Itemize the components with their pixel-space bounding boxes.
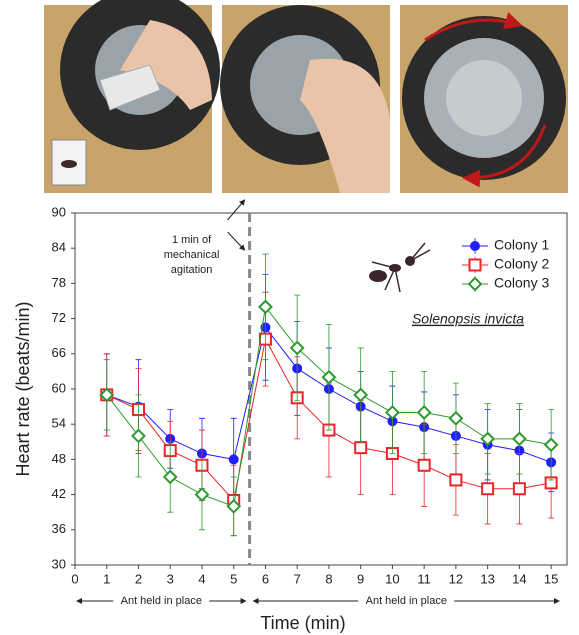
x-tick-label: 4 — [198, 571, 205, 586]
point — [386, 406, 398, 418]
y-tick-label: 90 — [52, 204, 66, 219]
y-tick-label: 42 — [52, 486, 66, 501]
x-tick-label: 7 — [294, 571, 301, 586]
y-tick-label: 36 — [52, 521, 66, 536]
annotation: Ant held in place — [121, 595, 202, 607]
x-tick-label: 3 — [167, 571, 174, 586]
x-tick-label: 10 — [385, 571, 399, 586]
point — [196, 489, 208, 501]
x-tick-label: 5 — [230, 571, 237, 586]
figure: Heart rate (beats/min) Time (min) 303642… — [0, 0, 579, 635]
legend-marker — [470, 260, 481, 271]
x-tick-label: 11 — [417, 571, 431, 586]
legend-label: Colony 2 — [494, 256, 549, 272]
point — [450, 474, 461, 485]
photo — [220, 5, 390, 193]
y-axis-label: Heart rate (beats/min) — [13, 301, 33, 476]
point — [355, 389, 367, 401]
legend-label: Colony 3 — [494, 275, 549, 291]
legend-marker — [470, 241, 480, 251]
point — [419, 460, 430, 471]
x-tick-label: 12 — [449, 571, 463, 586]
y-tick-label: 48 — [52, 451, 66, 466]
x-tick-label: 0 — [71, 571, 78, 586]
species-label: Solenopsis invicta — [412, 311, 524, 327]
annotation: Ant held in place — [366, 595, 447, 607]
x-tick-label: 14 — [512, 571, 526, 586]
x-tick-label: 2 — [135, 571, 142, 586]
annotation-arrow — [228, 232, 245, 250]
point — [482, 483, 493, 494]
y-tick-label: 72 — [52, 310, 66, 325]
y-tick-label: 54 — [52, 416, 66, 431]
point — [545, 439, 557, 451]
x-tick-label: 6 — [262, 571, 269, 586]
y-tick-label: 60 — [52, 380, 66, 395]
y-tick-label: 30 — [52, 556, 66, 571]
point — [259, 301, 271, 313]
point — [513, 433, 525, 445]
point — [514, 483, 525, 494]
point — [132, 430, 144, 442]
point — [229, 454, 239, 464]
y-tick-label: 84 — [52, 240, 66, 255]
annotation-arrow — [228, 200, 245, 220]
point — [418, 406, 430, 418]
photo — [44, 0, 220, 193]
y-tick-label: 66 — [52, 345, 66, 360]
x-tick-label: 8 — [325, 571, 332, 586]
x-tick-label: 15 — [544, 571, 558, 586]
annotation: agitation — [171, 264, 213, 276]
x-tick-label: 1 — [103, 571, 110, 586]
point — [164, 471, 176, 483]
x-tick-label: 13 — [480, 571, 494, 586]
x-axis-label: Time (min) — [260, 613, 345, 633]
legend-marker — [469, 278, 481, 290]
x-tick-label: 9 — [357, 571, 364, 586]
annotation: 1 min of — [172, 234, 212, 246]
ant-icon — [369, 243, 430, 292]
point — [450, 412, 462, 424]
legend-label: Colony 1 — [494, 237, 549, 253]
point — [355, 442, 366, 453]
photo — [400, 5, 568, 193]
y-tick-label: 78 — [52, 275, 66, 290]
annotation: mechanical — [164, 249, 220, 261]
